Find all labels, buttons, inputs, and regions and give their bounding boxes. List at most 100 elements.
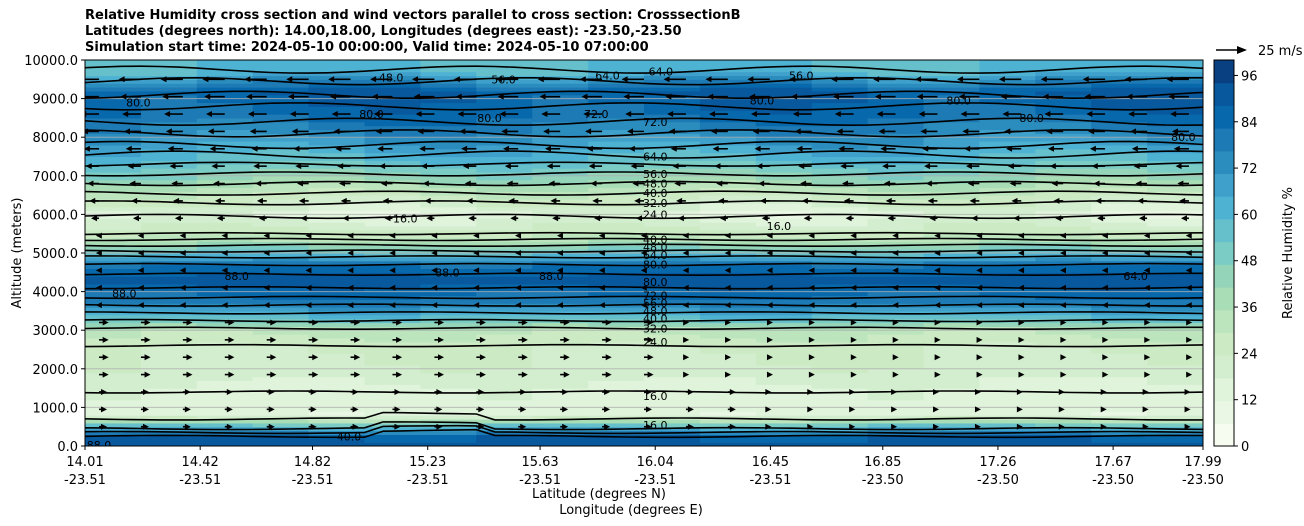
wind-arrow [683,354,690,361]
field-cell [1035,129,1092,134]
field-cell [755,225,813,231]
field-cell [85,349,142,354]
field-cell [1147,314,1203,320]
field-cell [755,395,813,401]
wind-arrow-head [544,145,551,152]
wind-arrow-head [1185,267,1192,274]
wind-arrow [765,423,772,430]
field-cell [979,79,1036,84]
wind-arrow-head [716,180,723,187]
wind-arrow [350,406,359,413]
wind-arrow [1186,354,1193,361]
wind-arrow-head [1040,76,1047,83]
wind-arrow [476,423,485,430]
field-cell [252,395,310,401]
wind-arrow-head [665,93,672,100]
field-cell [699,98,757,104]
field-cell [644,291,701,297]
wind-arrow [1186,319,1193,326]
field-cell [364,110,421,115]
wind-arrow-head [179,284,186,291]
wind-arrow [1143,250,1150,256]
field-cell [252,152,310,158]
field-cell [140,399,198,405]
wind-arrow [934,284,941,291]
field-cell [308,399,366,405]
field-cell [923,403,980,408]
field-cell [588,295,645,300]
wind-arrow [766,336,773,343]
wind-arrow [328,76,351,83]
wind-arrow-head [453,76,460,83]
wind-arrow [455,93,477,100]
field-cell [420,264,477,270]
field-cell [923,129,980,134]
field-cell [644,287,701,293]
field-cell [85,395,142,401]
wind-arrow-head [563,319,570,326]
field-cell [1091,121,1148,127]
wind-arrow-head [796,145,803,152]
field-cell [923,90,980,96]
wind-arrow-head [118,76,125,83]
wind-arrow [256,197,267,204]
field-cell [364,395,421,401]
wind-arrow-head [682,302,689,309]
field-cell [979,229,1036,235]
field-cell [252,198,310,204]
field-cell [979,206,1036,212]
field-cell [1147,407,1203,412]
field-cell [85,287,142,293]
field-cell [1147,202,1203,208]
field-cell [140,214,198,219]
wind-arrow [434,336,445,343]
wind-arrow [457,111,477,118]
field-cell [755,164,813,169]
field-cell [1091,434,1148,439]
wind-arrow [1175,163,1189,170]
field-cell [308,141,366,146]
wind-arrow [182,319,193,326]
field-cell [140,102,198,107]
wind-arrow [1018,319,1025,326]
field-cell [532,102,589,107]
wind-arrow [640,302,647,309]
field-cell [588,144,645,150]
wind-arrow-head [640,284,647,291]
field-cell [1147,307,1203,312]
wind-arrow [539,93,561,100]
field-cell [140,341,198,347]
wind-arrow-head [1059,250,1066,256]
field-cell [1091,210,1148,215]
wind-arrow [849,423,856,430]
field-cell [979,148,1036,154]
field-cell [252,237,310,243]
field-cell [811,434,869,439]
wind-arrow [850,302,857,309]
wind-arrow-head [1059,232,1066,239]
wind-arrow [958,93,980,100]
field-cell [420,442,477,446]
field-cell [85,430,142,436]
field-cell [979,276,1036,281]
field-cell [923,353,980,358]
field-cell [364,152,421,158]
wind-arrow [808,371,815,378]
field-cell [811,168,869,173]
field-cell [85,407,142,412]
field-cell [644,299,701,304]
wind-arrow [1101,250,1108,256]
wind-arrow-head [226,423,233,430]
field-cell [699,71,757,77]
wind-arrow [1143,302,1150,309]
contour-line [85,411,1203,421]
wind-arrow [207,128,225,135]
wind-arrow [392,388,401,395]
field-cell [979,202,1036,208]
field-cell [811,202,869,208]
field-cell [588,102,645,107]
wind-arrow-head [556,284,563,291]
field-cell [252,403,310,408]
field-cell [979,388,1036,393]
field-cell [308,341,366,347]
